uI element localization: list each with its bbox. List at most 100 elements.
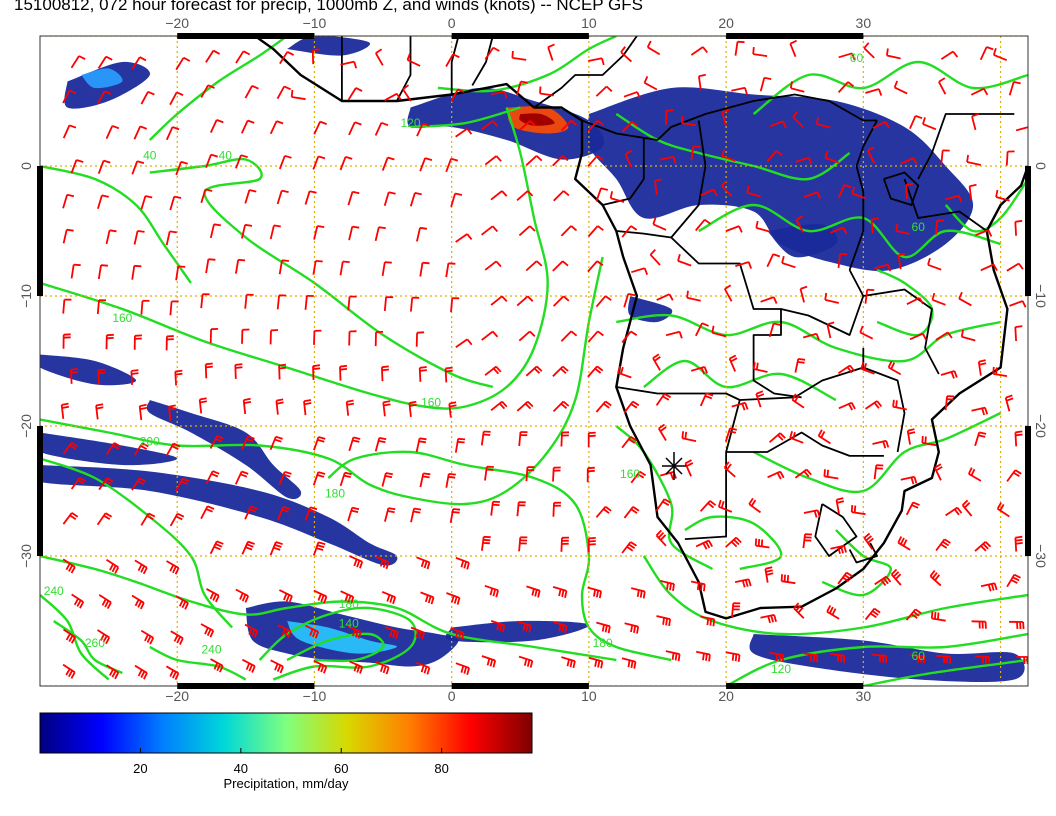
wind-barb-flag [669,472,674,480]
wind-barb [872,439,890,449]
wind-barb-flag [452,53,460,59]
wind-barb-flag [992,366,995,374]
wind-barb-staff [62,229,68,244]
wind-barb-staff [654,180,658,195]
wind-barb [754,538,770,549]
wind-barb-staff [384,92,398,102]
wind-barb-staff [560,330,572,342]
wind-barb [518,655,534,668]
wind-barb-staff [979,46,988,61]
wind-barb-staff [874,263,889,270]
wind-barb-flag [243,50,251,56]
wind-barb-flag [496,623,500,631]
lon-label-top: 20 [718,15,734,31]
wind-barb-flag [387,510,395,514]
wind-barb-flag [764,76,772,80]
wind-barb [133,334,142,350]
wind-barb [974,655,991,664]
wind-barb [448,401,457,418]
country-border-3 [726,431,884,457]
wind-barb-flag [831,608,837,616]
wind-barb-flag [215,595,220,603]
wind-barb [725,225,743,233]
wind-barb-staff [291,96,306,101]
wind-barb-flag [111,670,117,678]
wind-barb-flag [141,442,149,448]
wind-barb-flag [345,156,353,160]
map-title: 15100812, 072 hour forecast for precip, … [14,0,643,14]
wind-barb-flag [890,568,898,576]
wind-barb [910,654,926,664]
wind-barb-flag [317,225,325,228]
wind-barb-staff [588,57,603,62]
wind-barb-flag [887,360,893,368]
wind-barb [62,333,71,349]
wind-barb [588,57,605,66]
wind-barb-staff [789,43,797,58]
wind-barb-flag [738,225,743,233]
wind-barb [313,120,327,135]
wind-barb-flag [109,563,114,571]
wind-barb [974,541,992,552]
wind-barb [838,52,856,61]
wind-barb [728,354,738,372]
wind-barb-staff [70,55,80,69]
wind-barb-flag [375,48,383,54]
colorbar-gradient [39,712,533,754]
wind-barb-flag [789,81,793,89]
wind-barb [624,150,633,168]
wind-barb [278,154,292,170]
wind-barb [725,536,742,548]
wind-barb-staff [587,260,598,273]
wind-barb [240,119,255,134]
wind-barb-flag [492,225,499,233]
wind-barb [516,295,534,307]
wind-barb [133,230,145,245]
wind-barb-flag [755,362,759,370]
wind-barb-staff [410,508,415,523]
wind-barb-flag [283,85,291,91]
wind-barb-flag [947,331,953,339]
wind-barb [402,84,412,102]
wind-barb [410,507,422,523]
wind-barb [98,477,114,491]
wind-barb-flag [934,574,941,581]
wind-barb-flag [993,582,998,591]
wind-barb [241,223,253,239]
wind-barb-flag [604,625,608,633]
wind-barb-flag [172,126,180,131]
wind-barb [175,477,190,492]
wind-barb-flag [779,471,785,479]
wind-barb-staff [140,195,147,210]
wind-barb [886,48,901,60]
wind-barb [234,363,243,379]
wind-barb [781,255,796,269]
wind-barb-flag [457,88,465,93]
wind-barb-flag [448,476,456,479]
wind-barb-flag [492,660,497,668]
wind-barb-flag [501,190,508,197]
wind-barb-flag [529,330,536,337]
wind-barb-flag [815,333,820,341]
wind-barb-flag [630,435,638,442]
contour-label: 40 [143,149,157,163]
wind-barb-staff [816,123,831,129]
wind-barb-staff [235,154,242,169]
wind-barb-flag [104,479,112,485]
colorbar: 20 40 60 80 Precipitation, mm/day [39,712,533,791]
wind-barb-staff [755,393,762,408]
wind-barb-flag [248,664,253,672]
wind-barb-flag [820,430,826,439]
wind-barb-flag [987,229,993,237]
wind-barb [755,390,765,408]
wind-barb-flag [824,150,829,159]
wind-barb-flag [529,660,534,668]
wind-barb-staff [381,157,389,171]
wind-barb-flag [212,593,217,601]
wind-barb-flag [281,189,289,193]
wind-barb [696,650,711,662]
wind-barb-staff [935,220,938,235]
wind-barb-flag [597,119,604,126]
wind-barb [905,183,914,199]
wind-barb-flag [312,630,317,638]
